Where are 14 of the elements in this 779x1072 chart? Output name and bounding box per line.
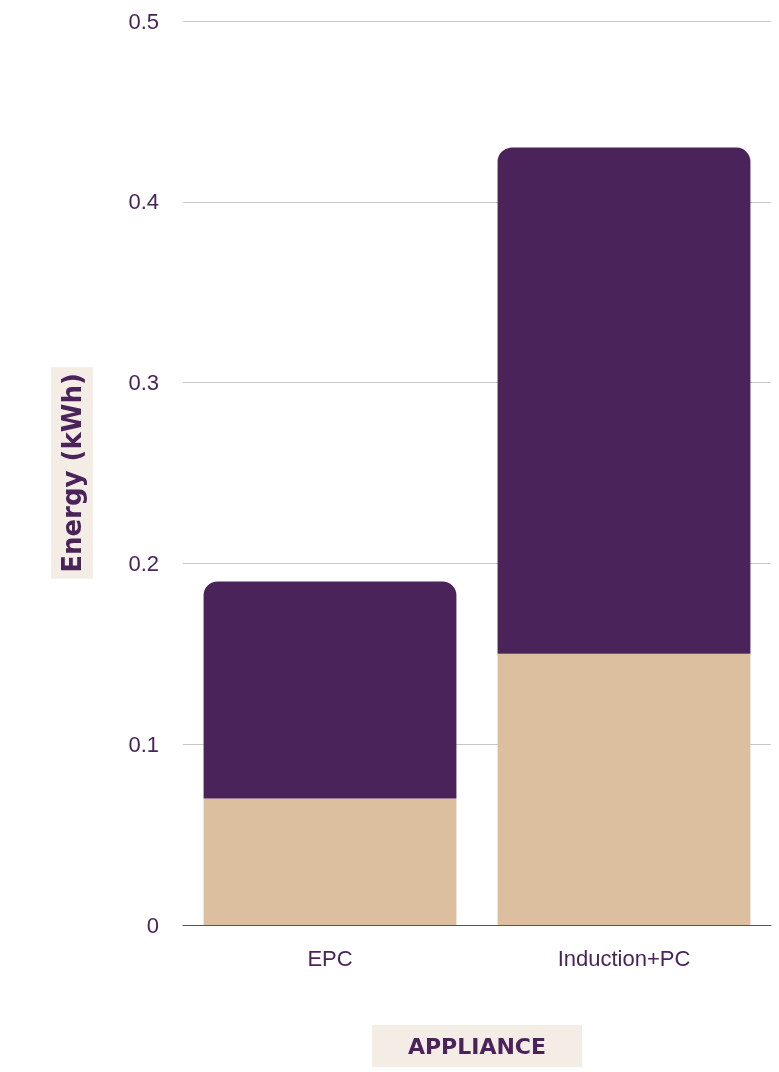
y-tick-label: 0.2: [128, 550, 159, 576]
y-tick-label: 0.1: [128, 731, 159, 757]
y-axis-title: Energy (kWh): [57, 373, 87, 573]
bar: [203, 581, 457, 799]
y-tick-label: 0.4: [128, 189, 159, 215]
x-tick-label: EPC: [307, 945, 353, 971]
bar: [497, 653, 751, 925]
y-tick-label: 0: [146, 912, 159, 938]
bar: [497, 147, 751, 654]
y-tick-label: 0.3: [128, 370, 159, 396]
x-tick-label: Induction+PC: [557, 945, 691, 971]
y-tick-label: 0.5: [128, 8, 159, 34]
bar: [203, 798, 457, 925]
x-axis-title: APPLIANCE: [407, 1033, 547, 1059]
